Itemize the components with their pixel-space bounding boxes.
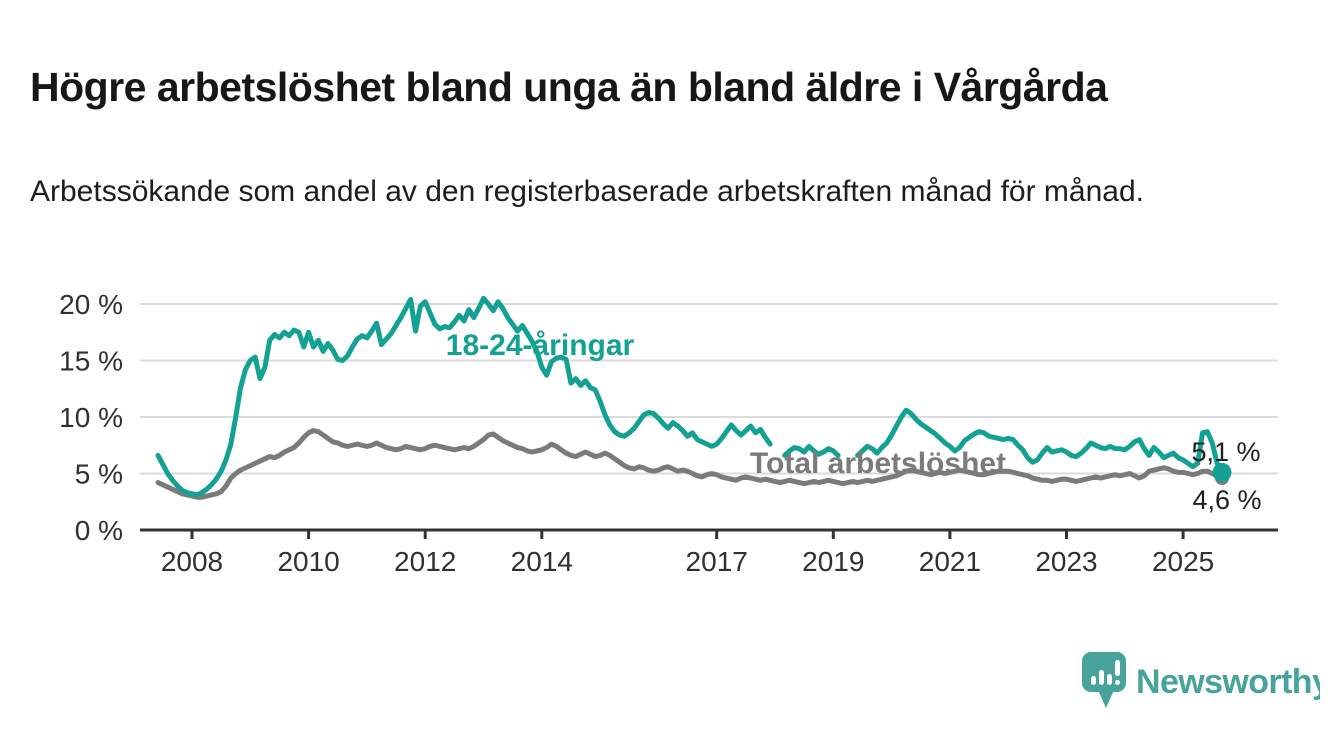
series-line-total [155,428,1225,500]
page-subtitle: Arbetssökande som andel av den registerb… [30,175,1144,208]
y-tick-label: 0 % [75,515,123,546]
end-dot-youth [1212,462,1232,482]
x-tick-label: 2025 [1152,546,1214,577]
y-tick-label: 20 % [59,289,123,320]
newsworthy-logo: Newsworthy [1082,652,1320,708]
series-line-youth [855,407,1225,475]
y-tick-label: 5 % [75,459,123,490]
x-tick-label: 2023 [1035,546,1097,577]
series-label-total: Total arbetslöshet [750,447,1006,480]
series-line-youth [155,295,773,498]
x-tick-label: 2017 [686,546,748,577]
series-line-youth [782,443,841,458]
chart-axes-and-series: 0 % 5 % 10 % 15 % 20 % 2008 2010 2012 2014 2017 20… [59,289,1278,577]
newsworthy-speech-bubble-chart-icon [1082,652,1126,708]
newsworthy-wordmark: Newsworthy [1136,663,1320,701]
x-tick-label: 2021 [919,546,981,577]
end-value-label-youth: 5,1 % [1191,437,1260,467]
y-tick-label: 15 % [59,346,123,377]
x-tick-label: 2008 [161,546,223,577]
x-tick-label: 2012 [394,546,456,577]
y-tick-label: 10 % [59,402,123,433]
x-tick-label: 2014 [511,546,573,577]
series-label-youth: 18-24-åringar [446,329,635,362]
x-tick-label: 2019 [802,546,864,577]
x-tick-label: 2010 [277,546,339,577]
end-value-label-total: 4,6 % [1192,485,1261,515]
page-title: Högre arbetslöshet bland unga än bland ä… [30,64,1108,111]
